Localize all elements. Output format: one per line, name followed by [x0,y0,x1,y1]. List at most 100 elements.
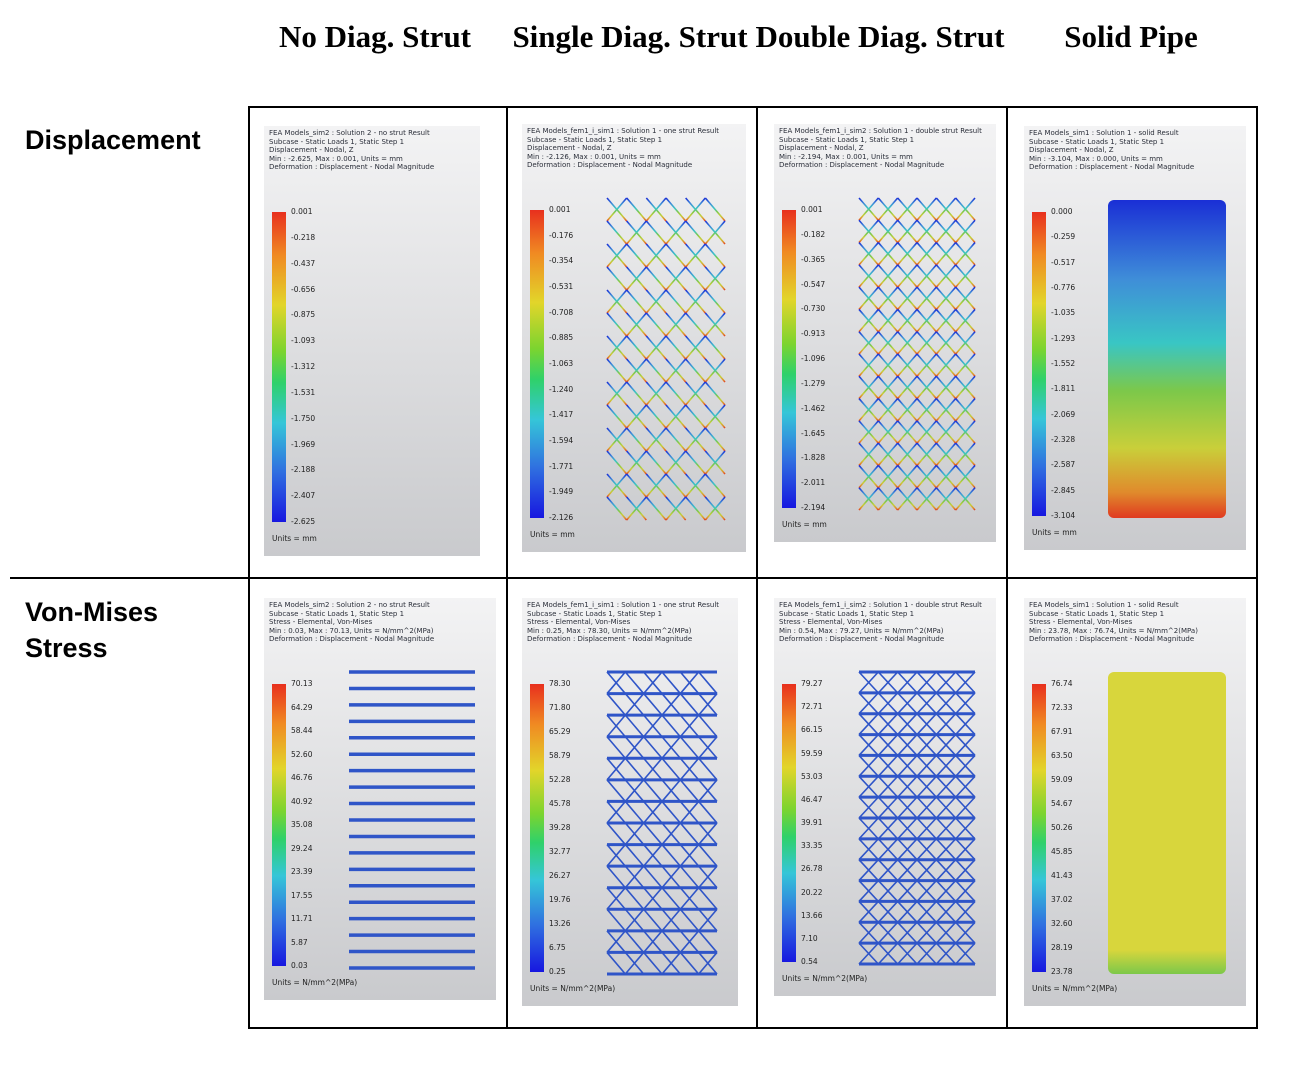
column-header-double-diag-strut: Double Diag. Strut [755,19,1005,54]
color-legend-tick: 76.74 [1051,679,1073,688]
color-legend-tick: -0.776 [1051,283,1076,292]
result-header-line: Min : 0.03, Max : 70.13, Units = N/mm^2(… [269,626,434,635]
color-legend-tick: 32.60 [1051,919,1073,928]
color-legend-tick: -1.417 [549,410,574,420]
result-header-line: Displacement - Nodal, Z [779,144,864,152]
color-legend-tick: -0.875 [291,310,316,320]
units-label: Units = mm [1032,528,1077,537]
color-legend-tick: -2.587 [1051,460,1076,470]
color-legend-tick: -1.771 [549,461,574,471]
color-legend-tick: 23.78 [1051,967,1073,976]
units-label: Units = N/mm^2(MPa) [782,974,868,983]
color-legend-tick: 33.35 [801,841,823,851]
result-header-line: Deformation : Displacement - Nodal Magni… [1029,635,1195,643]
color-legend-tick: 19.76 [549,895,571,904]
color-legend-tick: -1.531 [291,387,316,397]
result-header-line: Deformation : Displacement - Nodal Magni… [269,635,435,643]
color-legend-tick: -1.949 [549,487,574,497]
table-border-right [1256,106,1258,1029]
solid-pipe-model [1108,672,1226,974]
color-legend-tick: -0.259 [1051,232,1076,242]
result-header: FEA Models_fem1_i_sim1 : Solution 1 - on… [527,601,719,644]
color-legend-tick: 52.28 [549,775,571,784]
result-header-line: Subcase - Static Loads 1, Static Step 1 [269,137,405,146]
color-legend-tick: -0.885 [549,333,574,343]
color-legend-tick: 50.26 [1051,823,1073,832]
result-header-line: FEA Models_sim1 : Solution 1 - solid Res… [1029,129,1179,137]
color-legend-tick: -2.328 [1051,435,1076,444]
color-legend-tick: -1.828 [801,453,826,463]
result-header: FEA Models_sim2 : Solution 2 - no strut … [269,129,434,172]
result-header-line: Displacement - Nodal, Z [269,146,354,154]
color-legend-tick: -1.594 [549,436,574,445]
color-legend-tick: 52.60 [291,749,313,759]
fea-panel-displacement-double-strut: FEA Models_fem1_i_sim2 : Solution 1 - do… [774,124,996,542]
result-header-line: Min : 0.54, Max : 79.27, Units = N/mm^2(… [779,626,944,635]
result-header-line: Min : 0.25, Max : 78.30, Units = N/mm^2(… [527,626,692,635]
color-legend-tick: 6.75 [549,943,566,952]
result-header-line: Stress - Elemental, Von-Mises [779,618,883,626]
units-label: Units = mm [530,530,575,539]
pipe-body [1108,200,1226,518]
result-header-line: Deformation : Displacement - Nodal Magni… [1029,163,1195,171]
color-legend-tick: 7.10 [801,933,818,943]
result-header-line: Subcase - Static Loads 1, Static Step 1 [1029,609,1165,618]
color-legend-tick: -0.531 [549,282,574,291]
table-row-divider [10,577,1258,579]
color-legend-tick: -0.517 [1051,257,1076,267]
fea-panel-stress-single-strut: FEA Models_fem1_i_sim1 : Solution 1 - on… [522,598,738,1006]
color-legend-tick: -0.176 [549,230,574,240]
color-legend-bar [782,684,796,962]
color-legend-bar [1032,212,1046,516]
color-legend-tick: 11.71 [291,914,313,923]
result-header-line: Min : -3.104, Max : 0.000, Units = mm [1029,154,1163,163]
units-label: Units = N/mm^2(MPa) [530,984,616,993]
table-col-divider-3 [1006,106,1008,1029]
color-legend-tick: -0.182 [801,229,826,239]
color-legend-tick: 0.03 [291,961,308,970]
result-header: FEA Models_fem1_i_sim1 : Solution 1 - on… [527,127,719,170]
color-legend-tick: 32.77 [549,847,571,856]
color-legend-tick: 66.15 [801,725,823,735]
color-legend-tick: -2.011 [801,478,826,488]
result-header-line: Subcase - Static Loads 1, Static Step 1 [1029,137,1165,146]
color-legend-tick: 46.76 [291,773,313,782]
color-legend-tick: -2.194 [801,503,826,512]
result-header-line: Displacement - Nodal, Z [1029,146,1114,154]
result-header-line: FEA Models_sim1 : Solution 1 - solid Res… [1029,601,1179,609]
color-legend-tick: 67.91 [1051,727,1073,736]
color-legend-tick: 72.71 [801,702,823,712]
color-legend-tick: -2.625 [291,517,316,526]
color-legend-tick: 35.08 [291,820,313,829]
result-header-line: Deformation : Displacement - Nodal Magni… [779,635,945,643]
result-header-line: Deformation : Displacement - Nodal Magni… [527,635,693,643]
color-legend-tick: 72.33 [1051,703,1073,712]
color-legend-tick: 0.000 [1051,207,1073,216]
color-legend-tick: -1.063 [549,359,574,368]
color-legend-tick: 23.39 [291,867,313,876]
color-legend-bar [272,684,286,966]
column-header-no-diag-strut: No Diag. Strut [278,19,472,54]
color-legend-tick: -0.656 [291,284,316,294]
color-legend-tick: 58.79 [549,751,571,760]
fea-panel-displacement-solid-pipe: FEA Models_sim1 : Solution 1 - solid Res… [1024,126,1246,550]
result-header-line: FEA Models_fem1_i_sim1 : Solution 1 - on… [527,127,720,135]
color-legend-tick: 37.02 [1051,895,1073,904]
color-legend-tick: -1.969 [291,439,316,449]
color-legend-tick: -1.035 [1051,308,1076,318]
result-header-line: Subcase - Static Loads 1, Static Step 1 [527,609,663,618]
color-legend-tick: 65.29 [549,727,571,736]
color-legend-bar [1032,684,1046,972]
color-legend-tick: 45.78 [549,799,571,808]
color-legend-tick: 64.29 [291,702,313,712]
color-legend-tick: 20.22 [801,887,823,897]
color-legend-tick: -2.069 [1051,409,1076,419]
table-col-divider-1 [506,106,508,1029]
result-header-line: Min : -2.126, Max : 0.001, Units = mm [527,152,661,161]
color-legend-tick: -1.240 [549,384,574,394]
table-col-divider-2 [756,106,758,1029]
color-legend-tick: -0.218 [291,232,316,242]
column-header-single-diag-strut: Single Diag. Strut [512,19,748,54]
table-border-left [248,106,250,1029]
color-legend-tick: 0.001 [291,207,313,216]
